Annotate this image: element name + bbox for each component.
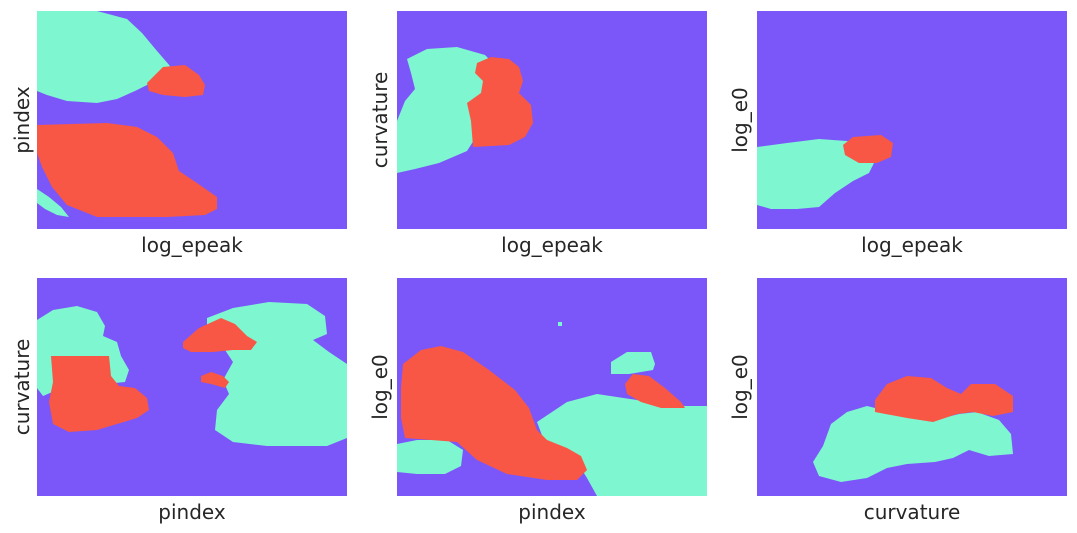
y-axis-label-4: curvature bbox=[10, 338, 34, 436]
region-level-2 bbox=[875, 376, 1013, 422]
y-axis-label-6: log_e0 bbox=[728, 354, 752, 420]
heatmap-plot-5 bbox=[397, 278, 707, 496]
heatmap-panel-4 bbox=[37, 278, 347, 496]
x-axis-label-3: log_epeak bbox=[861, 233, 963, 257]
region-level-2 bbox=[467, 57, 533, 147]
region-level-1 bbox=[37, 189, 69, 217]
region-level-2 bbox=[37, 123, 217, 217]
heatmap-plot-1 bbox=[37, 11, 347, 229]
y-axis-label-5: log_e0 bbox=[368, 354, 392, 420]
heatmap-panel-5 bbox=[397, 278, 707, 496]
region-level-2 bbox=[843, 135, 893, 163]
region-level-1 bbox=[397, 47, 501, 173]
region-level-1 bbox=[37, 11, 170, 103]
heatmap-panel-6 bbox=[757, 278, 1067, 496]
region-level-2 bbox=[201, 372, 229, 388]
region-level-2 bbox=[183, 318, 257, 352]
x-axis-label-6: curvature bbox=[863, 500, 961, 524]
region-level-1 bbox=[757, 139, 875, 209]
region-level-1 bbox=[397, 440, 463, 474]
region-level-1 bbox=[537, 394, 707, 496]
heatmap-plot-6 bbox=[757, 278, 1067, 496]
region-level-1 bbox=[611, 352, 655, 374]
heatmap-panel-3 bbox=[757, 11, 1067, 229]
heatmap-plot-4 bbox=[37, 278, 347, 496]
x-axis-label-4: pindex bbox=[158, 500, 226, 524]
y-axis-label-2: curvature bbox=[368, 71, 392, 169]
region-level-2 bbox=[49, 356, 149, 432]
y-axis-label-3: log_e0 bbox=[728, 87, 752, 153]
x-axis-label-1: log_epeak bbox=[141, 233, 243, 257]
y-axis-label-1: pindex bbox=[10, 86, 34, 154]
region-level-2 bbox=[401, 346, 587, 480]
heatmap-plot-3 bbox=[757, 11, 1067, 229]
heatmap-panel-2 bbox=[397, 11, 707, 229]
region-level-1 bbox=[558, 322, 562, 326]
heatmap-panel-1 bbox=[37, 11, 347, 229]
region-level-1 bbox=[813, 406, 1013, 482]
x-axis-label-2: log_epeak bbox=[501, 233, 603, 257]
region-level-2 bbox=[147, 65, 205, 97]
region-level-2 bbox=[625, 374, 685, 408]
x-axis-label-5: pindex bbox=[518, 500, 586, 524]
heatmap-plot-2 bbox=[397, 11, 707, 229]
